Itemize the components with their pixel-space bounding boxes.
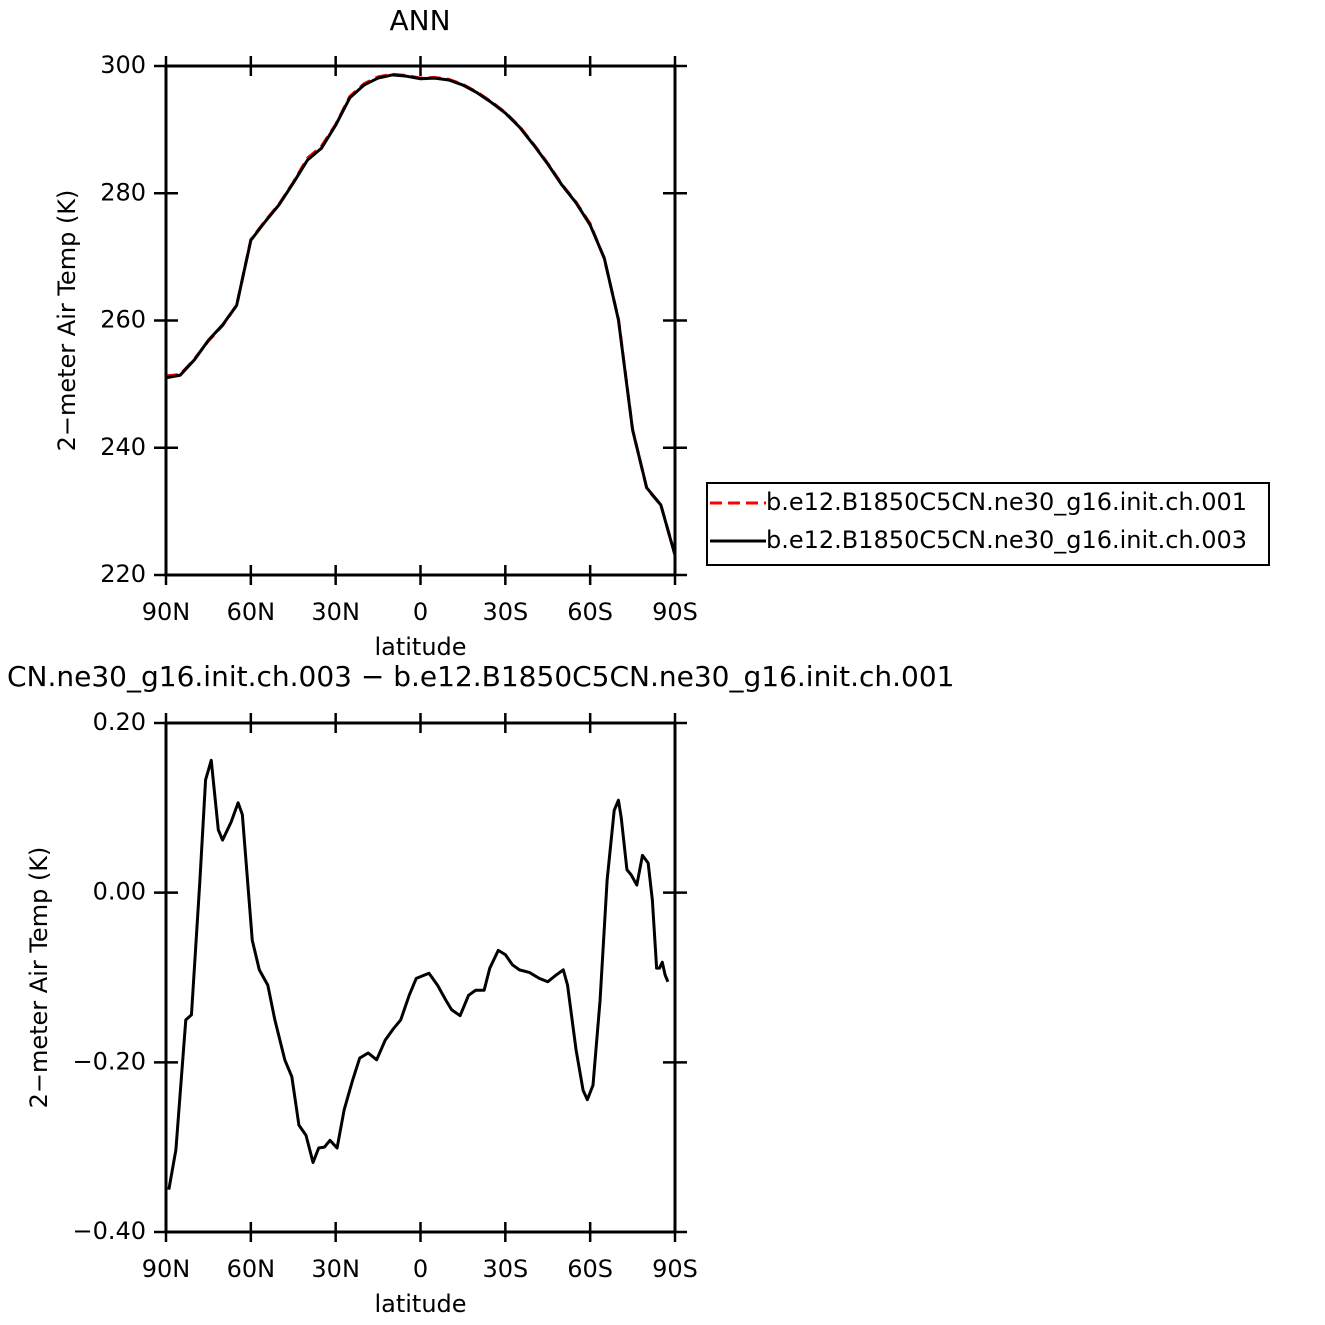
x-tick-label: 30S (482, 1255, 528, 1283)
x-tick-label: 90S (652, 1255, 698, 1283)
data-line (165, 73, 677, 556)
y-tick-label: 280 (100, 178, 146, 206)
plot-frame (164, 64, 677, 577)
x-tick-label: 90N (142, 1255, 191, 1283)
x-tick-label: 0 (413, 598, 428, 626)
x-tick-label: 30N (311, 598, 360, 626)
data-line (165, 72, 677, 556)
y-tick-label: −0.40 (72, 1217, 146, 1245)
y-tick-label: 240 (100, 433, 146, 461)
x-tick-label: 60N (227, 598, 276, 626)
chart-title: CN.ne30_g16.init.ch.003 − b.e12.B1850C5C… (7, 660, 954, 693)
data-line (167, 758, 670, 1190)
legend-label: b.e12.B1850C5CN.ne30_g16.init.ch.001 (766, 488, 1247, 516)
y-axis-label: 2−meter Air Temp (K) (53, 190, 81, 452)
x-tick-label: 90N (142, 598, 191, 626)
x-tick-label: 60N (227, 1255, 276, 1283)
chart-title: ANN (389, 4, 450, 37)
y-tick-label: −0.20 (72, 1047, 146, 1075)
x-tick-label: 0 (413, 1255, 428, 1283)
x-tick-label: 60S (567, 1255, 613, 1283)
x-axis-label: latitude (374, 1290, 466, 1318)
y-tick-label: 260 (100, 306, 146, 334)
y-tick-label: 0.20 (93, 708, 146, 736)
x-tick-label: 30S (482, 598, 528, 626)
legend-label: b.e12.B1850C5CN.ne30_g16.init.ch.003 (766, 526, 1247, 554)
x-tick-label: 90S (652, 598, 698, 626)
x-tick-label: 30N (311, 1255, 360, 1283)
plot-frame (164, 721, 677, 1234)
y-tick-label: 300 (100, 51, 146, 79)
x-tick-label: 60S (567, 598, 613, 626)
y-axis-label: 2−meter Air Temp (K) (25, 847, 53, 1109)
legend-box (706, 482, 1270, 566)
y-tick-label: 0.00 (93, 878, 146, 906)
legend: b.e12.B1850C5CN.ne30_g16.init.ch.001 b.e1… (706, 482, 1270, 566)
x-axis-label: latitude (374, 633, 466, 661)
y-tick-label: 220 (100, 560, 146, 588)
